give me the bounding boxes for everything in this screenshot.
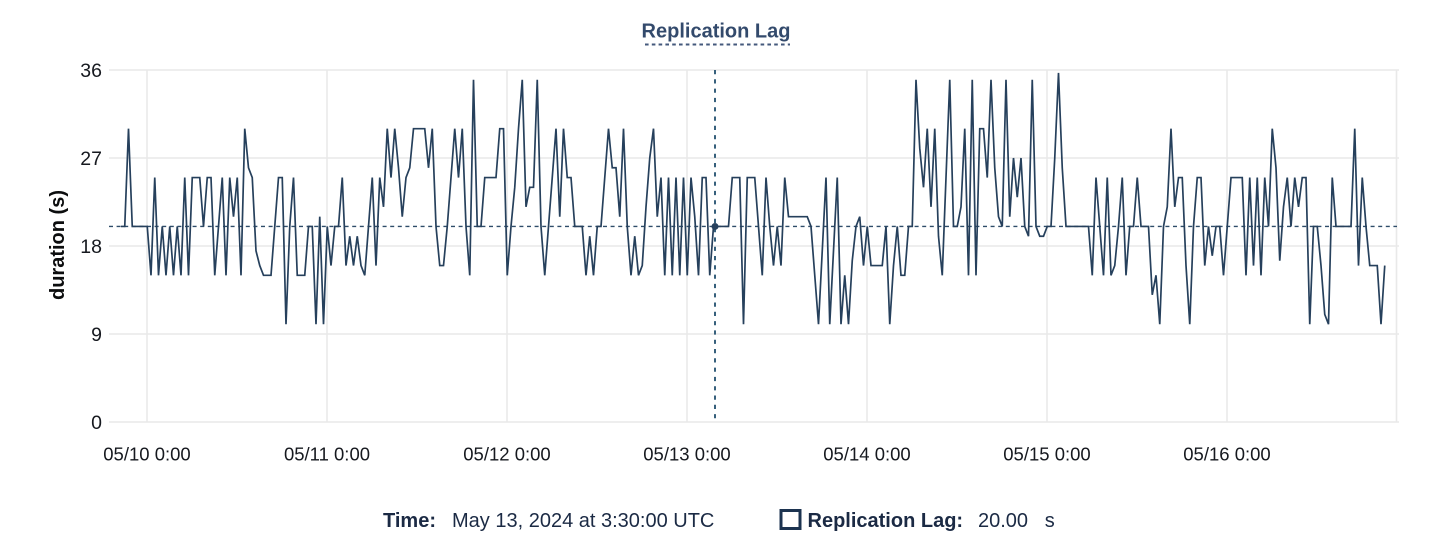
svg-text:20.00 s: 20.00 s <box>978 510 1055 532</box>
svg-text:duration (s): duration (s) <box>47 190 69 300</box>
svg-text:18: 18 <box>80 236 102 258</box>
svg-text:05/16 0:00: 05/16 0:00 <box>1183 444 1270 465</box>
svg-text:0: 0 <box>91 412 102 434</box>
svg-text:27: 27 <box>80 148 102 170</box>
svg-text:9: 9 <box>91 324 102 346</box>
svg-text:Replication Lag:: Replication Lag: <box>808 510 964 532</box>
svg-text:May 13, 2024 at 3:30:00 UTC: May 13, 2024 at 3:30:00 UTC <box>452 510 714 532</box>
svg-text:05/11 0:00: 05/11 0:00 <box>284 444 370 465</box>
svg-text:Time:: Time: <box>383 510 436 532</box>
svg-text:05/14 0:00: 05/14 0:00 <box>823 444 910 465</box>
svg-text:05/12 0:00: 05/12 0:00 <box>463 444 550 465</box>
svg-text:05/15 0:00: 05/15 0:00 <box>1003 444 1090 465</box>
svg-text:05/13 0:00: 05/13 0:00 <box>643 444 730 465</box>
svg-text:Replication Lag: Replication Lag <box>642 21 791 43</box>
svg-text:36: 36 <box>80 60 102 82</box>
svg-text:05/10 0:00: 05/10 0:00 <box>103 444 190 465</box>
